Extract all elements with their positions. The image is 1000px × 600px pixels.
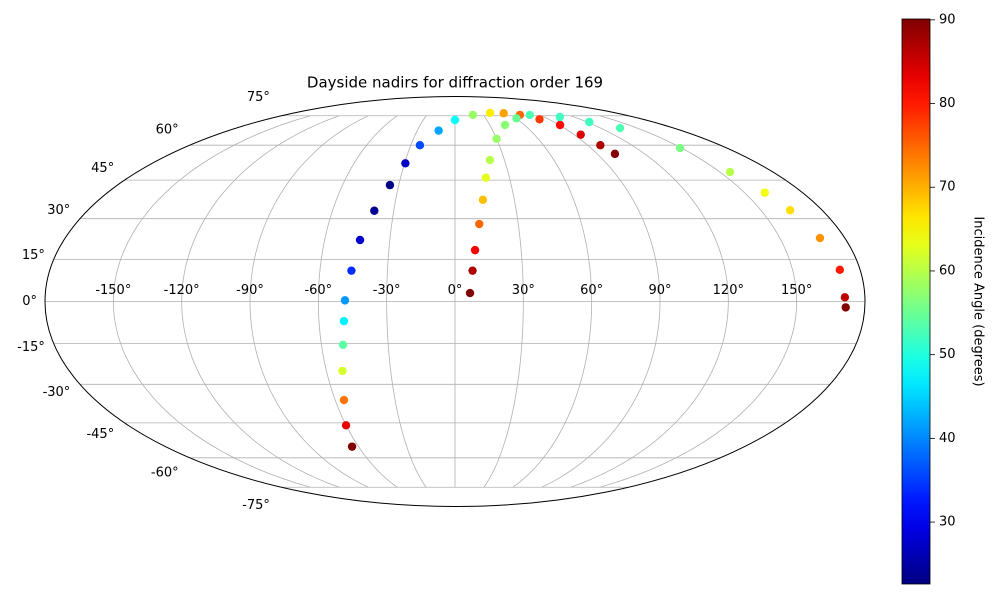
point [339,316,349,326]
lon-tick-label: -150° [95,283,131,298]
colorbar-tick-label: 90 [939,12,956,27]
colorbar-tick-label: 40 [939,431,956,446]
point [465,288,475,298]
point [434,126,443,135]
meridian-grid-line [599,115,798,488]
lat-tick-label: -15° [17,340,45,355]
lon-tick-label: 60° [580,283,603,298]
point [339,395,349,405]
scatter-points [338,108,850,451]
point [475,219,484,229]
colorbar-tick-label: 70 [939,180,956,195]
colorbar-tick-label: 50 [939,347,956,362]
point [340,296,350,305]
lon-tick-label: 120° [713,283,744,298]
lon-tick-label: 90° [648,283,671,298]
lat-tick-label: 75° [247,90,270,105]
point [835,265,845,275]
lon-tick-label: -120° [164,283,200,298]
lon-tick-label: 150° [781,283,812,298]
chart-title: Dayside nadirs for diffraction order 169 [307,74,603,92]
meridian-grid-line [386,115,427,488]
point [468,266,477,275]
point [347,442,357,451]
point [576,130,585,139]
colorbar-label: Incidence Angle (degrees) [971,216,986,386]
lat-tick-label: 30° [47,203,70,218]
point [450,115,460,125]
point [840,293,850,302]
point [341,421,351,430]
point [347,266,356,275]
meridian-grid-line [249,115,369,488]
point [401,159,410,168]
meridian-grid-line [570,115,729,488]
lon-tick-label: -30° [373,283,401,298]
meridian-grid-line [112,115,311,488]
colorbar-tick-label: 80 [939,96,956,111]
point [555,120,565,130]
lat-tick-label: -75° [242,498,270,513]
point [355,235,365,245]
meridian-grid-line [181,115,340,488]
meridian-grid-line [541,115,661,488]
lat-tick-label: 45° [91,161,114,176]
point [338,366,347,376]
point [675,143,685,153]
point [415,141,425,150]
point [492,134,501,144]
meridian-grid-line [512,115,593,488]
lat-tick-label: -45° [86,427,114,442]
point [535,115,544,124]
grid [45,115,865,488]
point [485,155,495,165]
lon-tick-label: -90° [236,283,264,298]
point [499,109,508,118]
point [525,110,535,120]
colorbar-tick-label: 60 [939,263,956,278]
meridian-grid-line [483,115,524,488]
point [370,206,379,215]
point [585,117,594,127]
point [725,167,735,177]
lat-tick-label: -60° [151,466,179,481]
point [470,245,480,255]
lon-tick-label: 0° [448,283,463,298]
point [596,141,605,150]
lat-tick-label: -30° [43,385,71,400]
point [555,112,565,122]
point [485,108,495,118]
point [468,110,478,120]
point [500,120,510,130]
point [760,188,769,197]
point [841,303,850,312]
point [338,340,348,350]
point [615,123,625,133]
lon-tick-label: -60° [304,283,332,298]
colorbar [901,18,931,585]
point [610,149,620,159]
point [785,206,795,215]
point [481,173,491,182]
lat-tick-label: 0° [22,294,37,309]
lat-tick-label: 15° [22,248,45,263]
map-boundary [44,96,866,507]
lat-tick-label: 60° [156,122,179,137]
colorbar-tick-label: 30 [939,515,956,530]
point [815,233,825,243]
lon-tick-label: 30° [512,283,535,298]
point [478,195,488,205]
meridian-grid-line [317,115,398,488]
point [385,180,395,190]
point [512,114,521,123]
